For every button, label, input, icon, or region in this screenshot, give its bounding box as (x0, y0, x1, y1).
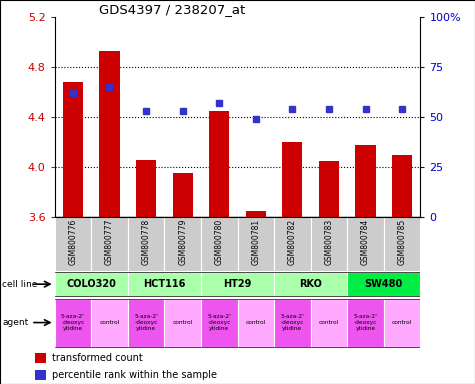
Bar (274, 217, 311, 271)
Bar (172, 173, 193, 217)
Bar (136, 160, 156, 217)
Bar (392, 155, 412, 217)
Text: HCT116: HCT116 (143, 279, 186, 289)
Text: 5-aza-2'
-deoxyc
ytidine: 5-aza-2' -deoxyc ytidine (353, 314, 378, 331)
Text: control: control (392, 320, 412, 325)
Text: GSM800779: GSM800779 (178, 218, 187, 265)
Bar (311, 299, 347, 346)
Bar (201, 272, 274, 296)
Bar (99, 51, 120, 217)
Text: GSM800784: GSM800784 (361, 218, 370, 265)
Bar (201, 217, 238, 271)
Bar (164, 217, 201, 271)
Bar (164, 299, 201, 346)
Text: 5-aza-2'
-deoxyc
ytidine: 5-aza-2' -deoxyc ytidine (61, 314, 85, 331)
Bar (55, 272, 128, 296)
Bar (384, 217, 420, 271)
Text: GSM800782: GSM800782 (288, 218, 297, 265)
Bar (91, 217, 128, 271)
Bar (355, 145, 376, 217)
Text: 5-aza-2'
-deoxyc
ytidine: 5-aza-2' -deoxyc ytidine (207, 314, 231, 331)
Text: SW480: SW480 (365, 279, 403, 289)
Bar (238, 299, 274, 346)
Bar (201, 299, 238, 346)
Bar (238, 217, 274, 271)
Bar (128, 272, 201, 296)
Bar (246, 211, 266, 217)
Text: HT29: HT29 (223, 279, 252, 289)
Bar (91, 299, 128, 346)
Text: control: control (319, 320, 339, 325)
Text: GSM800781: GSM800781 (251, 218, 260, 265)
Bar (319, 161, 339, 217)
Text: 5-aza-2'
-deoxyc
ytidine: 5-aza-2' -deoxyc ytidine (280, 314, 304, 331)
Text: control: control (172, 320, 193, 325)
Text: RKO: RKO (299, 279, 322, 289)
Bar (347, 272, 420, 296)
Text: GSM800778: GSM800778 (142, 218, 151, 265)
Text: COLO320: COLO320 (66, 279, 116, 289)
Text: transformed count: transformed count (52, 353, 143, 363)
Bar (347, 299, 384, 346)
Text: control: control (246, 320, 266, 325)
Bar (274, 272, 347, 296)
Bar (128, 299, 164, 346)
Text: GSM800777: GSM800777 (105, 218, 114, 265)
Text: percentile rank within the sample: percentile rank within the sample (52, 370, 217, 380)
Bar (63, 82, 83, 217)
Bar (209, 111, 229, 217)
Text: cell line: cell line (2, 280, 38, 289)
Text: control: control (99, 320, 120, 325)
Bar (55, 217, 91, 271)
Text: GSM800783: GSM800783 (324, 218, 333, 265)
Bar (311, 217, 347, 271)
Bar (347, 217, 384, 271)
Text: GSM800780: GSM800780 (215, 218, 224, 265)
Text: 5-aza-2'
-deoxyc
ytidine: 5-aza-2' -deoxyc ytidine (134, 314, 158, 331)
Bar (128, 217, 164, 271)
Bar (384, 299, 420, 346)
Bar (55, 299, 91, 346)
Bar (282, 142, 303, 217)
Text: agent: agent (2, 318, 28, 327)
Bar (35, 353, 47, 363)
Bar (35, 370, 47, 380)
Text: GDS4397 / 238207_at: GDS4397 / 238207_at (98, 3, 245, 16)
Text: GSM800785: GSM800785 (398, 218, 407, 265)
Bar (274, 299, 311, 346)
Text: GSM800776: GSM800776 (68, 218, 77, 265)
